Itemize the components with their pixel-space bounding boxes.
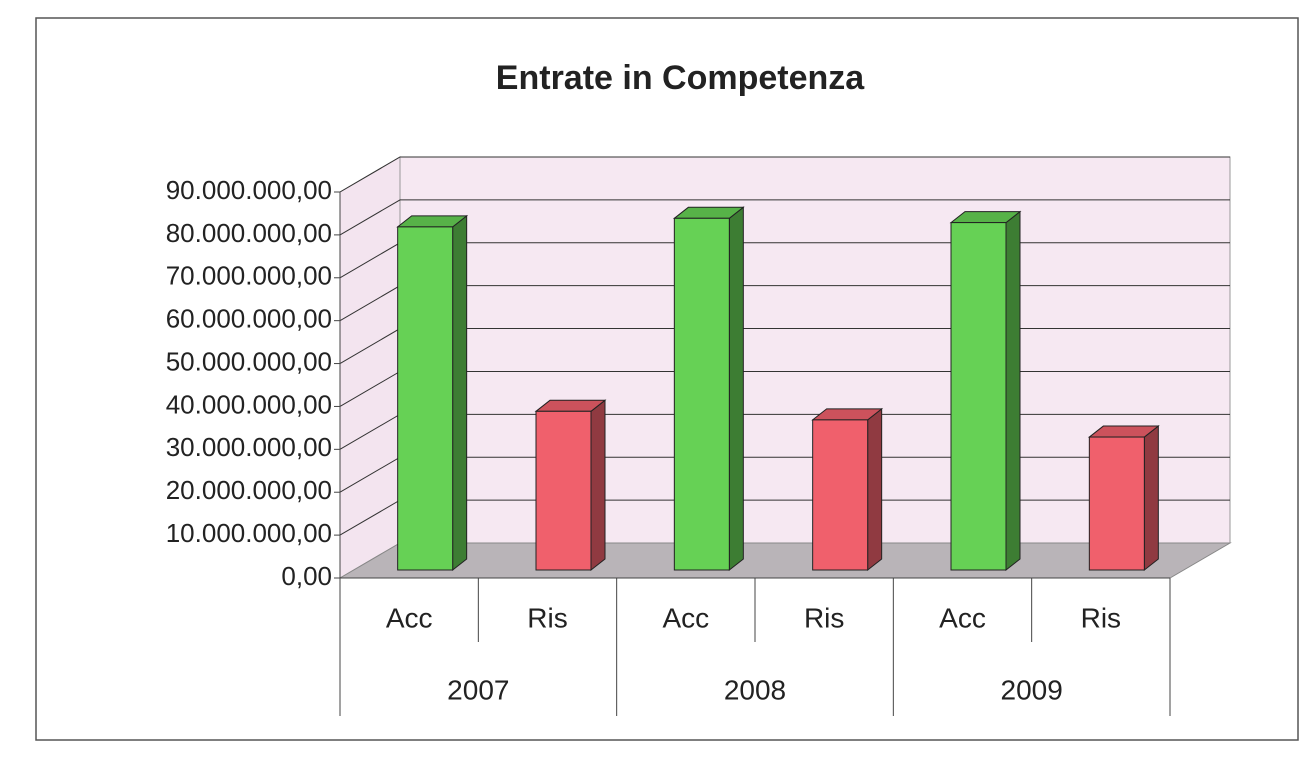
y-tick-label: 90.000.000,00 [166,175,332,205]
x-tick-label: Acc [386,602,433,633]
bar-side [452,214,468,572]
y-tick-label: 20.000.000,00 [166,475,332,505]
group-label: 2007 [447,674,509,705]
x-tick-label: Acc [939,602,986,633]
bar [950,222,1007,571]
bar-side [867,407,883,572]
x-tick-label: Ris [1081,602,1121,633]
bar-side [728,206,744,572]
x-tick-label: Acc [662,602,709,633]
y-tick-label: 60.000.000,00 [166,304,332,334]
grid-line [339,156,1230,193]
bar [397,226,454,571]
y-tick-label: 0,00 [281,561,332,591]
y-tick-label: 80.000.000,00 [166,218,332,248]
group-label: 2008 [724,674,786,705]
bar [812,419,869,571]
bar [673,217,730,571]
side-wall [339,156,401,579]
y-tick-label: 70.000.000,00 [166,261,332,291]
chart-title: Entrate in Competenza [496,59,865,97]
y-tick-label: 40.000.000,00 [166,389,332,419]
bar-side [1143,425,1159,572]
x-tick-label: Ris [527,602,567,633]
bar-side [1005,210,1021,572]
y-tick-label: 50.000.000,00 [166,346,332,376]
bar-side [590,399,606,572]
group-label: 2009 [1001,674,1063,705]
bar [535,410,592,571]
y-tick-label: 10.000.000,00 [166,518,332,548]
y-tick-label: 30.000.000,00 [166,432,332,462]
bar [1088,436,1145,571]
grid-line [339,199,1230,236]
x-tick-label: Ris [804,602,844,633]
